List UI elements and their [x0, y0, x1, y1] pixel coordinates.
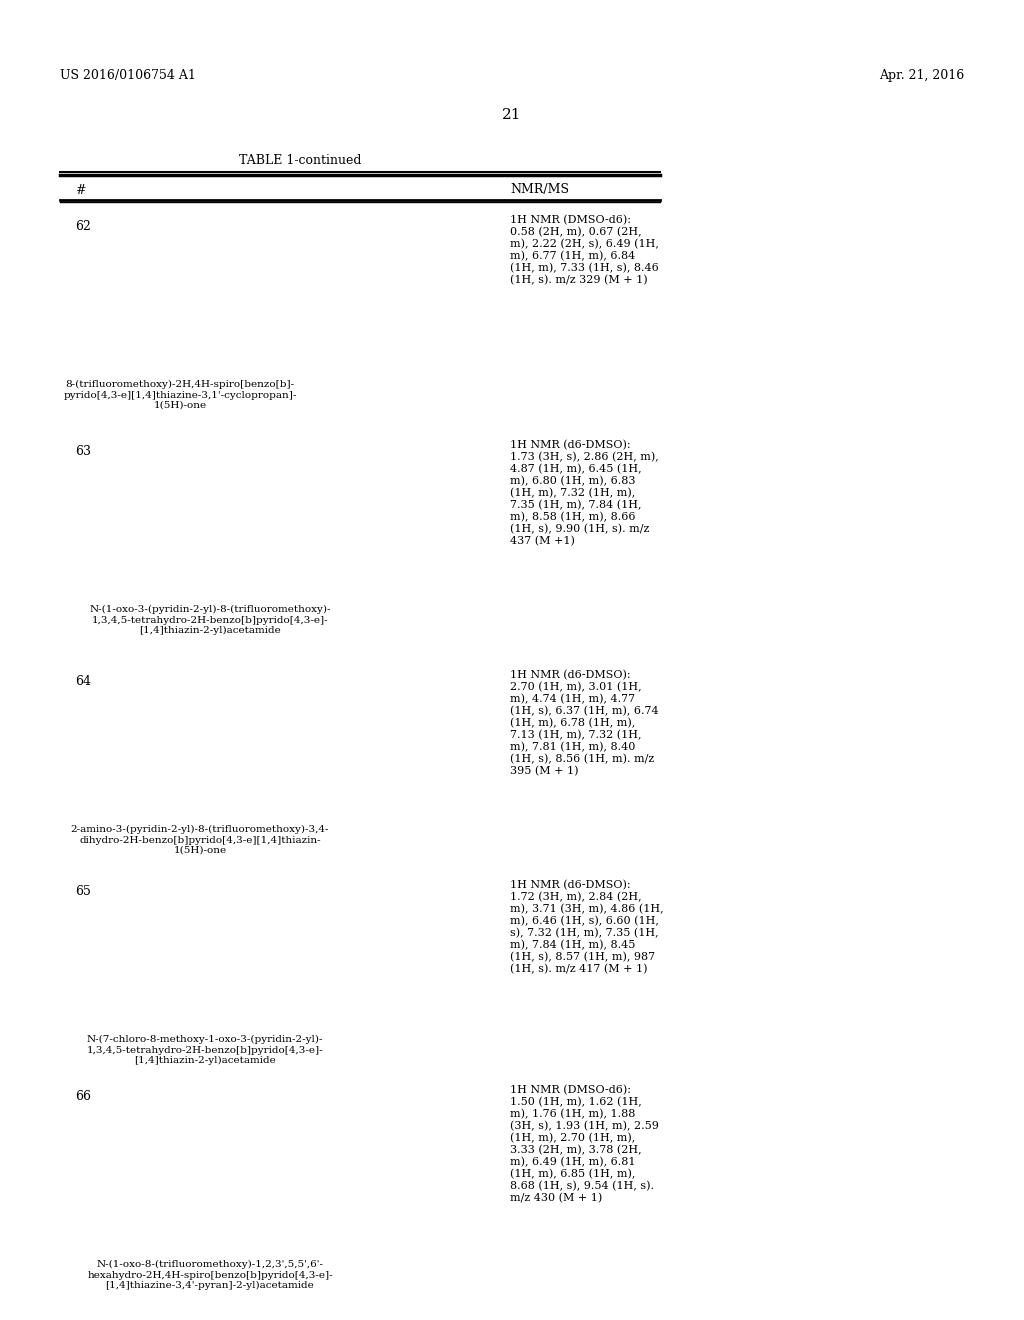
Text: #: #: [75, 183, 85, 197]
Text: Apr. 21, 2016: Apr. 21, 2016: [879, 69, 964, 82]
Text: 66: 66: [75, 1090, 91, 1104]
Text: 2-amino-3-(pyridin-2-yl)-8-(trifluoromethoxy)-3,4-
dihydro-2H-benzo[b]pyrido[4,3: 2-amino-3-(pyridin-2-yl)-8-(trifluoromet…: [71, 825, 330, 855]
Text: 1H NMR (DMSO-d6):
0.58 (2H, m), 0.67 (2H,
m), 2.22 (2H, s), 6.49 (1H,
m), 6.77 (: 1H NMR (DMSO-d6): 0.58 (2H, m), 0.67 (2H…: [510, 215, 658, 285]
Text: NMR/MS: NMR/MS: [510, 183, 569, 197]
Text: 64: 64: [75, 675, 91, 688]
Text: TABLE 1-continued: TABLE 1-continued: [239, 153, 361, 166]
Text: 1H NMR (DMSO-d6):
1.50 (1H, m), 1.62 (1H,
m), 1.76 (1H, m), 1.88
(3H, s), 1.93 (: 1H NMR (DMSO-d6): 1.50 (1H, m), 1.62 (1H…: [510, 1085, 658, 1204]
Text: 1H NMR (d6-DMSO):
1.73 (3H, s), 2.86 (2H, m),
4.87 (1H, m), 6.45 (1H,
m), 6.80 (: 1H NMR (d6-DMSO): 1.73 (3H, s), 2.86 (2H…: [510, 440, 658, 546]
Text: 62: 62: [75, 220, 91, 234]
Text: 65: 65: [75, 884, 91, 898]
Text: N-(1-oxo-3-(pyridin-2-yl)-8-(trifluoromethoxy)-
1,3,4,5-tetrahydro-2H-benzo[b]py: N-(1-oxo-3-(pyridin-2-yl)-8-(trifluorome…: [89, 605, 331, 635]
Text: 21: 21: [502, 108, 522, 121]
Text: 8-(trifluoromethoxy)-2H,4H-spiro[benzo[b]-
pyrido[4,3-e][1,4]thiazine-3,1'-cyclo: 8-(trifluoromethoxy)-2H,4H-spiro[benzo[b…: [63, 380, 297, 411]
Text: N-(7-chloro-8-methoxy-1-oxo-3-(pyridin-2-yl)-
1,3,4,5-tetrahydro-2H-benzo[b]pyri: N-(7-chloro-8-methoxy-1-oxo-3-(pyridin-2…: [87, 1035, 324, 1065]
Text: N-(1-oxo-8-(trifluoromethoxy)-1,2,3',5,5',6'-
hexahydro-2H,4H-spiro[benzo[b]pyri: N-(1-oxo-8-(trifluoromethoxy)-1,2,3',5,5…: [87, 1261, 333, 1290]
Text: 1H NMR (d6-DMSO):
2.70 (1H, m), 3.01 (1H,
m), 4.74 (1H, m), 4.77
(1H, s), 6.37 (: 1H NMR (d6-DMSO): 2.70 (1H, m), 3.01 (1H…: [510, 671, 658, 776]
Text: 63: 63: [75, 445, 91, 458]
Text: US 2016/0106754 A1: US 2016/0106754 A1: [60, 69, 196, 82]
Text: 1H NMR (d6-DMSO):
1.72 (3H, m), 2.84 (2H,
m), 3.71 (3H, m), 4.86 (1H,
m), 6.46 (: 1H NMR (d6-DMSO): 1.72 (3H, m), 2.84 (2H…: [510, 880, 664, 974]
